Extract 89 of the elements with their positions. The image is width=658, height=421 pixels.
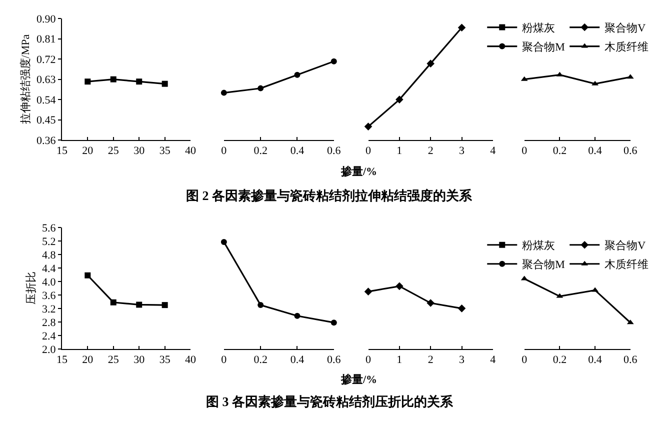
x-tick-label: 0.2 [552, 145, 567, 158]
x-tick-label: 20 [82, 354, 94, 366]
legend-label: 木质纤维 [604, 258, 649, 272]
legend-label: 粉煤灰 [522, 22, 556, 35]
x-tick-label: 0 [366, 354, 372, 366]
point [330, 58, 337, 64]
x-tick-label: 35 [159, 354, 171, 366]
x-tick-label: 15 [56, 354, 68, 366]
x-axis-title: 掺量/% [340, 373, 378, 386]
y-tick-label: 3.2 [42, 303, 56, 316]
legend-label: 聚合物M [522, 40, 566, 54]
legend-label: 聚合物M [522, 258, 566, 272]
point [330, 320, 337, 326]
point [162, 302, 168, 308]
x-tick-label: 25 [108, 145, 120, 158]
y-tick-label: 4.8 [42, 249, 56, 262]
x-axis-title: 掺量/% [340, 165, 378, 178]
point [364, 122, 372, 130]
legend-label: 聚合物V [604, 22, 646, 35]
point [294, 72, 300, 78]
x-tick-label: 25 [108, 354, 120, 366]
x-tick-label: 2 [428, 354, 434, 366]
x-tick-label: 0.6 [624, 145, 638, 158]
x-tick-label: 0.2 [552, 354, 567, 366]
y-tick-label: 2.8 [42, 316, 56, 329]
x-tick-label: 0.6 [327, 145, 342, 158]
x-tick-label: 35 [159, 145, 171, 158]
x-tick-label: 0 [522, 354, 528, 366]
caption: 图 3 各因素掺量与瓷砖粘结剂压折比的关系 [206, 394, 454, 409]
x-tick-label: 0.2 [254, 145, 268, 158]
y-tick-label: 0.54 [36, 94, 56, 106]
legend-label: 粉煤灰 [522, 240, 556, 252]
x-tick-label: 20 [82, 145, 94, 158]
y-tick-label: 0.63 [36, 74, 56, 86]
y-tick-label: 0.72 [36, 54, 56, 66]
x-tick-label: 3 [459, 354, 466, 366]
y-tick-label: 0.90 [36, 13, 56, 26]
x-tick-label: 0.2 [254, 354, 268, 366]
x-tick-label: 30 [134, 354, 146, 366]
x-tick-label: 15 [56, 145, 68, 158]
x-tick-label: 0.6 [327, 354, 342, 366]
point [426, 299, 434, 307]
point [136, 302, 142, 308]
point [220, 90, 227, 96]
x-tick-label: 2 [428, 145, 434, 158]
legend-label: 聚合物V [604, 239, 646, 252]
y-tick-label: 0.36 [36, 134, 56, 147]
point [84, 272, 91, 278]
point [458, 24, 466, 32]
y-tick-label: 2.0 [42, 344, 56, 356]
caption: 图 2 各因素掺量与瓷砖粘结剂拉伸粘结强度的关系 [186, 188, 473, 203]
x-tick-label: 30 [134, 145, 146, 158]
x-tick-label: 3 [459, 145, 466, 158]
x-tick-label: 0 [366, 145, 372, 158]
x-tick-label: 4 [490, 354, 496, 366]
y-tick-label: 3.6 [42, 290, 56, 302]
y-tick-label: 0.81 [36, 34, 56, 46]
x-tick-label: 0.4 [588, 354, 602, 366]
x-tick-label: 1 [396, 145, 402, 158]
point [294, 312, 300, 319]
y-tick-label: 5.6 [42, 222, 56, 234]
x-tick-label: 0.4 [588, 145, 602, 158]
x-tick-label: 40 [185, 354, 197, 366]
point [426, 60, 434, 68]
y-tick-label: 5.2 [42, 236, 56, 248]
point [396, 96, 404, 104]
point [458, 304, 466, 312]
x-tick-label: 0.6 [624, 354, 638, 366]
y-tick-label: 2.4 [42, 330, 56, 342]
x-tick-label: 0.4 [290, 354, 305, 366]
point [258, 85, 264, 92]
x-tick-label: 0 [221, 354, 228, 366]
point [220, 238, 227, 245]
x-tick-label: 40 [185, 145, 197, 158]
y-axis-title: 拉伸粘结强度/MPa [19, 34, 32, 124]
point [364, 288, 372, 296]
x-tick-label: 0 [522, 145, 528, 158]
y-tick-label: 4.4 [42, 262, 56, 275]
point [258, 302, 264, 308]
point [396, 282, 404, 290]
y-tick-label: 0.45 [36, 114, 56, 127]
x-tick-label: 0.4 [290, 145, 305, 158]
x-tick-label: 4 [490, 145, 496, 158]
legend-label: 木质纤维 [604, 40, 649, 54]
x-tick-label: 0 [221, 145, 228, 158]
x-tick-label: 1 [396, 354, 402, 366]
point [110, 299, 116, 306]
y-axis-title: 压折比 [24, 272, 38, 305]
y-tick-label: 4.0 [42, 276, 56, 288]
